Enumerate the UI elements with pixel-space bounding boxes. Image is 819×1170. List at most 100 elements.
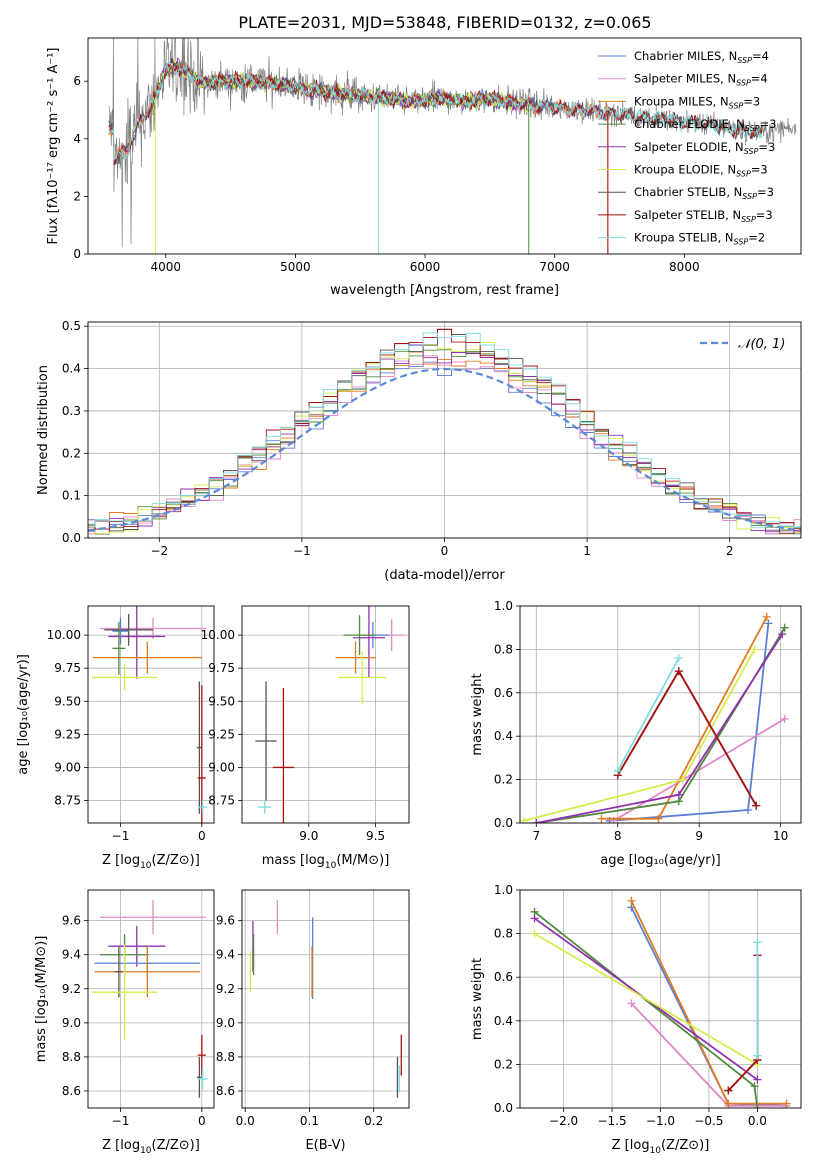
x-axis-label: Z [log10(Z/Z⊙)] xyxy=(102,853,200,871)
weight-marker-salpeter_elodie xyxy=(532,819,541,823)
y-tick-label: 9.75 xyxy=(208,661,235,675)
histogram-salpeter_elodie xyxy=(88,344,801,535)
y-tick-label: 8.75 xyxy=(54,794,81,808)
x-axis-label-tail: (Z/Z⊙)] xyxy=(661,1138,709,1153)
y-tick-label: 0.3 xyxy=(62,404,81,418)
legend-sub: SSP xyxy=(737,56,752,65)
x-axis-label-sub: 10 xyxy=(325,861,337,871)
weight-marker-kroupa_stelib xyxy=(753,1051,762,1060)
x-tick-label: −1.0 xyxy=(646,1114,675,1128)
weight-marker-kroupa_elodie xyxy=(530,929,539,938)
x-tick-label: −1 xyxy=(293,544,311,558)
x-tick-label: −1.5 xyxy=(597,1114,626,1128)
legend-entry: Salpeter ELODIE, NSSP=3 xyxy=(634,140,775,156)
legend-entry: Chabrier ELODIE, NSSP=3 xyxy=(634,117,776,133)
weight-marker-salpeter_stelib xyxy=(674,667,683,676)
x-axis-label: wavelength [Angstrom, rest frame] xyxy=(330,283,559,298)
legend-sub: SSP xyxy=(745,124,760,133)
y-tick-label: 10.00 xyxy=(201,628,235,642)
y-tick-label: 9.00 xyxy=(54,760,81,774)
weight-marker-salpeter_elodie xyxy=(674,790,683,799)
legend-sub: SSP xyxy=(736,79,751,88)
panel-weight-vs-age: 7 8 9 10 0.0 0.2 0.4 0.6 0.8 1.0 age [log₁₀(age/yr… xyxy=(470,599,802,868)
y-tick-label: 0.0 xyxy=(62,531,81,545)
y-tick-label: 8.8 xyxy=(62,1050,81,1064)
y-tick-label: 0.4 xyxy=(494,1014,513,1028)
legend-sub: SSP xyxy=(742,192,757,201)
figure-title: PLATE=2031, MJD=53848, FIBERID=0132, z=0… xyxy=(238,13,651,32)
legend-sub: SSP xyxy=(729,101,744,110)
panel-mass-vs-ebv: 0.0 0.1 0.2 8.6 8.8 9.0 9.2 9.4 9.6 E(B-V) xyxy=(216,889,410,1153)
legend-label: Kroupa ELODIE, N xyxy=(634,163,736,177)
weight-marker-chabrier_elodie xyxy=(750,1082,759,1091)
axes-frame xyxy=(87,889,215,1109)
histogram-kroupa_elodie xyxy=(88,342,801,535)
legend-tail: =3 xyxy=(756,208,773,222)
y-tick-label: 9.25 xyxy=(54,727,81,741)
panel-age-vs-mass: 9.0 9.5 8.75 9.00 9.25 9.50 9.75 10.00 mass [log… xyxy=(201,605,410,871)
y-tick-label: 9.4 xyxy=(62,948,81,962)
y-axis-label: age [log₁₀(age/yr)] xyxy=(16,654,31,775)
plot-area xyxy=(88,328,801,535)
weight-marker-chabrier_miles xyxy=(764,619,773,628)
y-tick-label: 0.4 xyxy=(62,362,81,376)
x-axis-label: (data-model)/error xyxy=(384,568,505,583)
x-axis-label-tail: (M/M⊙)] xyxy=(336,853,389,868)
weight-line-kroupa_stelib xyxy=(616,657,680,772)
legend-sub: SSP xyxy=(736,170,751,179)
y-tick-label: 4 xyxy=(73,132,81,146)
y-tick-label: 0.4 xyxy=(494,729,513,743)
y-tick-label: 9.00 xyxy=(208,760,235,774)
legend-sub: SSP xyxy=(741,215,756,224)
x-tick-label: −0.5 xyxy=(694,1114,723,1128)
y-tick-label: 1.0 xyxy=(494,883,513,897)
y-axis-label: Flux [fλ10⁻¹⁷ erg cm⁻² s⁻¹ A⁻¹] xyxy=(46,48,61,245)
x-tick-label: 5000 xyxy=(280,260,311,274)
y-tick-label: 0.2 xyxy=(494,1057,513,1071)
y-tick-label: 9.50 xyxy=(208,694,235,708)
y-axis-label: mass weight xyxy=(470,958,485,1040)
y-tick-label: 0.2 xyxy=(494,773,513,787)
weight-marker-kroupa_miles xyxy=(627,896,636,905)
y-tick-label: 0.1 xyxy=(62,489,81,503)
x-axis-label: mass [log10(M/M⊙)] xyxy=(262,853,390,871)
legend-tail: =4 xyxy=(752,49,769,63)
legend-label: Salpeter ELODIE, N xyxy=(634,140,744,154)
weight-marker-kroupa_miles xyxy=(597,814,606,823)
y-tick-label: 9.6 xyxy=(216,914,235,928)
x-axis-label-sub: 10 xyxy=(140,1146,152,1156)
legend-tail: =2 xyxy=(748,231,765,245)
x-axis-label-main: Z [log xyxy=(612,1138,650,1153)
x-tick-label: −2.0 xyxy=(549,1114,578,1128)
x-tick-label: 0 xyxy=(198,1114,206,1128)
y-tick-label: 9.50 xyxy=(54,694,81,708)
x-axis-label: Z [log10(Z/Z⊙)] xyxy=(612,1138,710,1156)
legend-label: Kroupa MILES, N xyxy=(634,94,729,108)
histogram-salpeter_stelib xyxy=(88,328,801,531)
weight-marker-salpeter_elodie xyxy=(753,1075,762,1084)
x-tick-label: 9 xyxy=(695,829,703,843)
y-tick-label: 9.4 xyxy=(216,948,235,962)
plot-area xyxy=(249,900,402,1098)
legend-tail: =3 xyxy=(760,117,777,131)
model-spectrum-salpeter_stelib xyxy=(108,58,763,166)
x-tick-label: 4000 xyxy=(151,260,182,274)
y-tick-label: 0.5 xyxy=(62,319,81,333)
x-tick-label: 0 xyxy=(198,829,206,843)
weight-marker-kroupa_miles xyxy=(654,814,663,823)
legend-tail: =4 xyxy=(751,72,768,86)
weight-marker-chabrier_elodie xyxy=(780,623,789,632)
legend-label-normal: 𝒩(0, 1) xyxy=(738,337,785,352)
x-tick-label: 6000 xyxy=(410,260,441,274)
y-tick-label: 9.0 xyxy=(216,1016,235,1030)
weight-marker-kroupa_miles xyxy=(762,612,771,621)
x-axis-label-main: Z [log xyxy=(102,1138,140,1153)
legend-entry: Chabrier STELIB, NSSP=3 xyxy=(634,185,774,201)
panel-age-vs-Z: −1 0 8.75 9.00 9.25 9.50 9.75 10.00 Z [log10(Z/Z… xyxy=(16,605,215,871)
y-tick-label: 8.75 xyxy=(208,794,235,808)
x-axis-label: age [log₁₀(age/yr)] xyxy=(600,853,721,868)
x-tick-label: 2 xyxy=(726,544,734,558)
y-tick-label: 8.6 xyxy=(62,1084,81,1098)
legend-entry: Kroupa ELODIE, NSSP=3 xyxy=(634,163,768,179)
